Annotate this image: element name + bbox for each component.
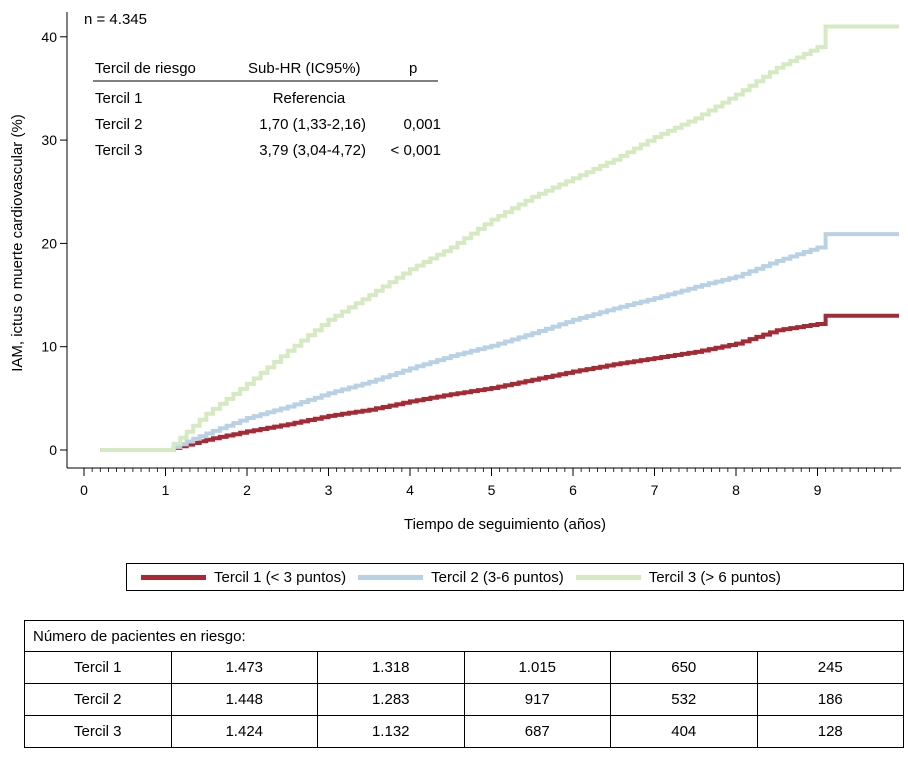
x-tick-label: 9 xyxy=(814,482,822,498)
y-tick-label: 10 xyxy=(41,339,57,355)
legend-label: Tercil 1 (< 3 puntos) xyxy=(214,568,347,586)
risk-cell: 245 xyxy=(756,651,904,684)
x-tick-label: 8 xyxy=(732,482,740,498)
y-tick-label: 40 xyxy=(41,29,57,45)
table-row-label: Tercil 2 xyxy=(95,116,143,133)
risk-cell: 186 xyxy=(756,683,904,716)
x-tick-label: 3 xyxy=(325,482,333,498)
risk-cell: 1.424 xyxy=(170,715,318,748)
x-tick-label: 6 xyxy=(569,482,577,498)
risk-table-title: Número de pacientes en riesgo: xyxy=(24,620,904,652)
risk-cell: 1.318 xyxy=(317,651,465,684)
y-tick-label: 0 xyxy=(49,442,57,458)
table-row-label: Tercil 3 xyxy=(95,142,143,159)
risk-row-label: Tercil 3 xyxy=(24,715,172,748)
axes xyxy=(66,12,901,469)
table-row: Tercil 3 1.424 1.132 687 404 128 xyxy=(24,715,904,748)
risk-table: Número de pacientes en riesgo: Tercil 1 … xyxy=(24,620,904,748)
risk-row-label: Tercil 2 xyxy=(24,683,172,716)
risk-cell: 1.132 xyxy=(317,715,465,748)
x-tick-label: 5 xyxy=(488,482,496,498)
sub-hr-table: Tercil de riesgo Sub-HR (IC95%) p Tercil… xyxy=(93,60,441,159)
x-tick-label: 1 xyxy=(162,482,170,498)
risk-cell: 917 xyxy=(463,683,611,716)
legend-item-tercil-1: Tercil 1 (< 3 puntos) xyxy=(141,569,346,586)
x-tick-label: 0 xyxy=(80,482,88,498)
table-row: Tercil 2 1.448 1.283 917 532 186 xyxy=(24,683,904,716)
cumulative-incidence-chart: 0 10 20 30 40 0 1 2 3 4 5 6 7 8 9 n = 4.345 Tercil de … xyxy=(9,11,901,533)
table-row: Tercil 1 1.473 1.318 1.015 650 245 xyxy=(24,651,904,684)
legend-item-tercil-2: Tercil 2 (3-6 puntos) xyxy=(358,569,564,586)
legend: Tercil 1 (< 3 puntos) Tercil 2 (3-6 punt… xyxy=(126,563,904,591)
x-tick-label: 7 xyxy=(651,482,659,498)
x-tick-label: 4 xyxy=(406,482,414,498)
table-header-subhr: Sub-HR (IC95%) xyxy=(248,60,361,77)
table-row-label: Tercil 1 xyxy=(95,90,143,107)
legend-label: Tercil 2 (3-6 puntos) xyxy=(431,568,564,586)
legend-swatch xyxy=(575,574,641,580)
risk-cell: 687 xyxy=(463,715,611,748)
legend-swatch xyxy=(358,574,424,580)
y-axis-label: IAM, ictus o muerte cardiovascular (%) xyxy=(9,114,26,372)
risk-cell: 1.448 xyxy=(170,683,318,716)
axis-ticks: 0 10 20 30 40 0 1 2 3 4 5 6 7 8 9 xyxy=(41,29,892,498)
legend-item-tercil-3: Tercil 3 (> 6 puntos) xyxy=(575,568,781,586)
series-line-tercil-3 xyxy=(100,24,899,452)
table-row-hr: 3,79 (3,04-4,72) xyxy=(259,142,366,159)
series-line-tercil-1 xyxy=(100,313,899,452)
table-row-p: 0,001 xyxy=(403,116,441,133)
risk-cell: 1.283 xyxy=(317,683,465,716)
table-header-group: Tercil de riesgo xyxy=(95,60,196,77)
x-tick-label: 2 xyxy=(243,482,251,498)
risk-cell: 650 xyxy=(610,651,758,684)
x-axis-label: Tiempo de seguimiento (años) xyxy=(404,516,606,533)
risk-cell: 128 xyxy=(756,715,904,748)
table-row-hr: Referencia xyxy=(273,90,346,107)
risk-row-label: Tercil 1 xyxy=(24,651,172,684)
table-row-p: < 0,001 xyxy=(391,142,441,159)
risk-cell: 1.015 xyxy=(463,651,611,684)
legend-swatch xyxy=(141,574,206,580)
series-lines xyxy=(100,24,899,452)
risk-cell: 404 xyxy=(610,715,758,748)
series-line-tercil-2 xyxy=(100,232,899,452)
risk-cell: 532 xyxy=(610,683,758,716)
table-header-p: p xyxy=(409,60,417,77)
y-tick-label: 30 xyxy=(41,132,57,148)
risk-table-title-row: Número de pacientes en riesgo: xyxy=(24,620,904,652)
legend-label: Tercil 3 (> 6 puntos) xyxy=(648,568,781,586)
n-label: n = 4.345 xyxy=(84,11,147,28)
table-row-hr: 1,70 (1,33-2,16) xyxy=(259,116,366,133)
y-tick-label: 20 xyxy=(41,235,57,251)
risk-cell: 1.473 xyxy=(170,651,318,684)
